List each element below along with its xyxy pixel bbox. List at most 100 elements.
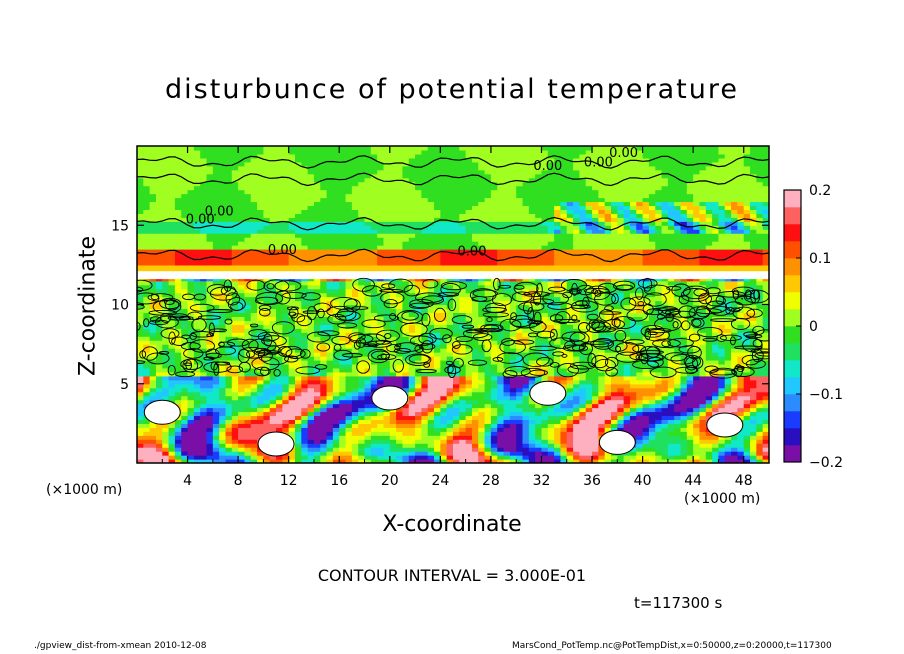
- field-cell: [351, 241, 359, 246]
- field-cell: [206, 459, 214, 463]
- field-cell: [250, 411, 258, 417]
- field-cell: [396, 312, 404, 317]
- field-cell: [244, 161, 252, 167]
- field-cell: [497, 427, 505, 432]
- field-cell: [162, 280, 170, 286]
- field-cell: [295, 395, 302, 401]
- field-cell: [238, 411, 246, 417]
- field-cell: [434, 435, 441, 440]
- field-cell: [200, 375, 208, 381]
- field-cell: [453, 268, 460, 274]
- field-cell: [250, 300, 258, 306]
- field-cell: [465, 201, 473, 207]
- field-cell: [408, 201, 416, 207]
- field-cell: [307, 395, 315, 401]
- field-cell: [459, 161, 467, 167]
- field-cell: [528, 423, 536, 428]
- field-cell: [339, 443, 347, 448]
- field-cell: [200, 165, 208, 171]
- field-cell: [200, 233, 208, 238]
- field-cell: [212, 201, 220, 207]
- field-cell: [263, 407, 271, 413]
- field-cell: [509, 427, 517, 432]
- field-cell: [497, 284, 505, 290]
- field-cell: [415, 209, 422, 214]
- field-cell: [200, 308, 208, 314]
- field-cell: [263, 356, 271, 361]
- field-cell: [516, 153, 524, 159]
- field-cell: [320, 264, 328, 270]
- field-cell: [446, 245, 454, 250]
- field-cell: [516, 451, 524, 456]
- field-cell: [307, 363, 315, 369]
- field-cell: [415, 280, 422, 286]
- field-cell: [370, 205, 378, 210]
- field-cell: [181, 403, 189, 409]
- field-cell: [478, 189, 486, 195]
- field-cell: [225, 363, 233, 369]
- field-cell: [326, 173, 334, 179]
- field-cell: [471, 459, 479, 463]
- field-cell: [168, 431, 176, 436]
- field-cell: [408, 241, 416, 246]
- field-cell: [516, 332, 524, 337]
- field-cell: [155, 375, 163, 381]
- field-cell: [269, 455, 277, 460]
- field-cell: [295, 149, 302, 155]
- field-cell: [219, 185, 227, 191]
- field-cell: [295, 447, 302, 452]
- field-cell: [282, 284, 290, 290]
- field-cell: [231, 312, 239, 317]
- field-cell: [528, 352, 536, 357]
- field-cell: [219, 371, 227, 377]
- field-cell: [143, 292, 151, 298]
- field-cell: [313, 399, 321, 405]
- field-cell: [434, 256, 441, 262]
- field-cell: [509, 411, 517, 417]
- field-cell: [187, 288, 195, 294]
- field-cell: [415, 173, 422, 179]
- field-cell: [509, 245, 517, 250]
- field-cell: [162, 344, 170, 349]
- field-cell: [137, 344, 144, 349]
- field-cell: [522, 153, 530, 159]
- field-cell: [187, 233, 195, 238]
- field-cell: [351, 407, 359, 413]
- field-cell: [187, 344, 195, 349]
- field-cell: [181, 284, 189, 290]
- field-cell: [408, 209, 416, 214]
- field-cell: [231, 177, 239, 183]
- field-cell: [320, 451, 328, 456]
- field-cell: [434, 415, 441, 421]
- field-cell: [377, 407, 385, 413]
- field-cell: [149, 193, 157, 199]
- field-cell: [358, 229, 366, 234]
- field-cell: [206, 225, 214, 230]
- field-cell: [206, 233, 214, 238]
- field-cell: [389, 181, 397, 187]
- field-cell: [187, 407, 195, 413]
- field-cell: [206, 189, 214, 195]
- field-cell: [269, 149, 277, 155]
- field-cell: [522, 336, 530, 341]
- field-cell: [276, 249, 283, 254]
- field-cell: [465, 348, 473, 353]
- field-cell: [459, 395, 467, 401]
- field-cell: [509, 288, 517, 294]
- field-cell: [478, 391, 486, 397]
- field-cell: [269, 379, 277, 385]
- field-cell: [446, 359, 454, 365]
- field-cell: [402, 403, 410, 409]
- field-cell: [301, 419, 309, 424]
- field-cell: [453, 237, 460, 242]
- field-cell: [370, 332, 378, 337]
- field-cell: [162, 161, 170, 167]
- field-cell: [257, 308, 264, 314]
- field-cell: [332, 241, 340, 246]
- field-cell: [459, 367, 467, 373]
- field-cell: [434, 249, 441, 254]
- field-cell: [225, 201, 233, 207]
- field-cell: [301, 435, 309, 440]
- field-cell: [383, 459, 391, 463]
- field-cell: [364, 268, 372, 274]
